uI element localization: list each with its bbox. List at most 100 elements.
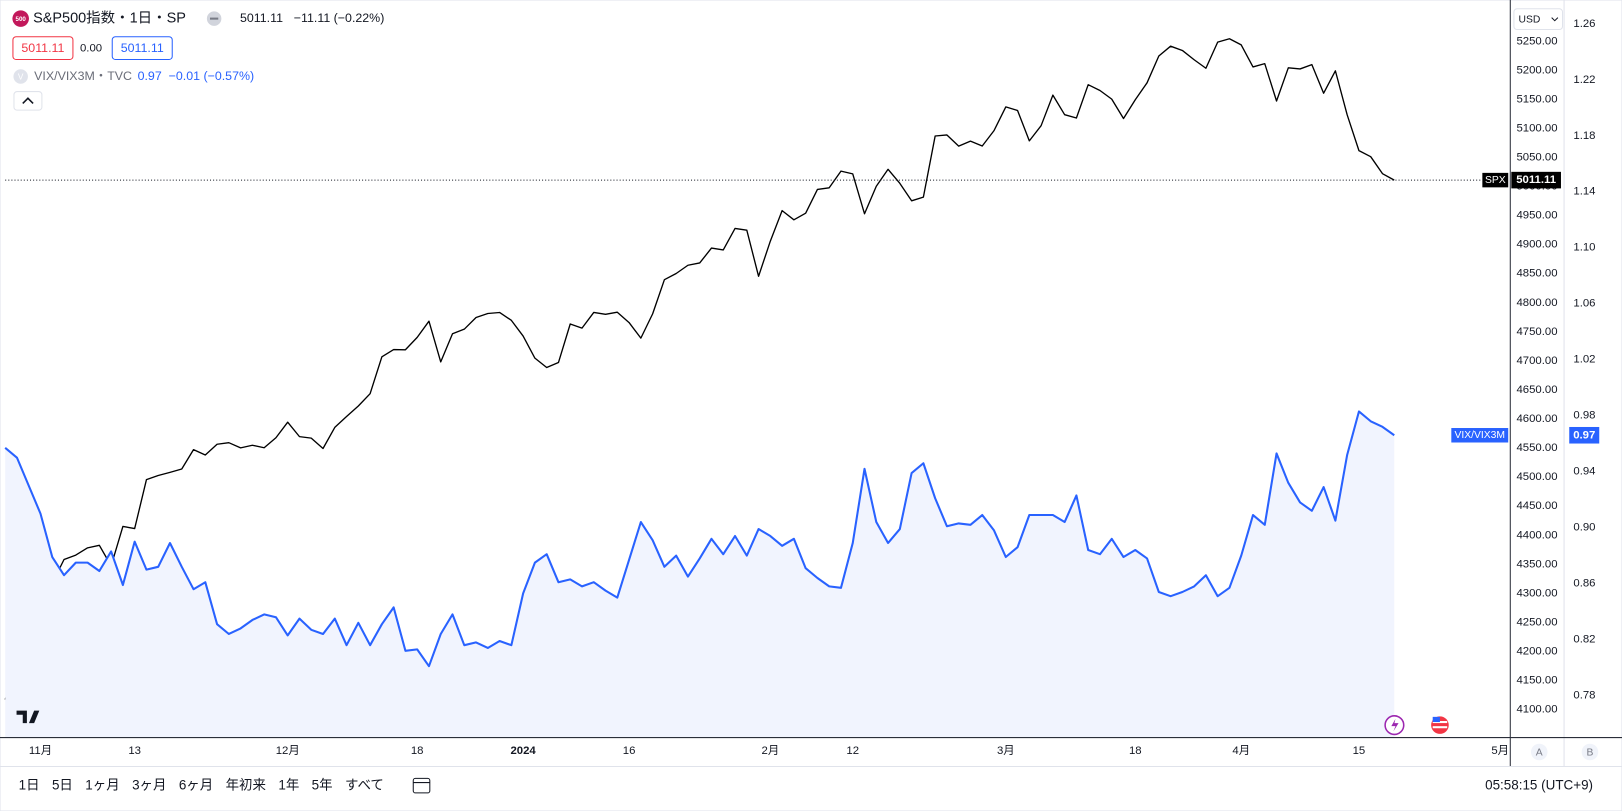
y-tick-label: 5250.00	[1516, 35, 1557, 47]
x-tick-label: 18	[411, 745, 424, 757]
y-tick-label: 4500.00	[1516, 471, 1557, 483]
y-tick-label: 4450.00	[1516, 500, 1557, 512]
buy-price: 5011.11	[121, 41, 164, 55]
y-tick-label: 4600.00	[1516, 413, 1557, 425]
y-tick-label: 4950.00	[1516, 210, 1557, 222]
y-tick-label: 4400.00	[1516, 529, 1557, 541]
x-tick-label: 11月	[29, 745, 52, 757]
range-bar: 1日 5日 1ヶ月 3ヶ月 6ヶ月 年初来 1年 5年 すべて	[19, 778, 384, 793]
y2-tick-label: 1.10	[1573, 242, 1595, 254]
compare-change: −0.01 (−0.57%)	[169, 69, 255, 83]
y-tick-label: 5100.00	[1516, 122, 1557, 134]
y-tick-label: 5200.00	[1516, 64, 1557, 76]
logo	[16, 710, 40, 724]
scale-button[interactable]	[1530, 743, 1548, 761]
y2-tick-label: 1.02	[1573, 354, 1595, 366]
y2-tick-label: 1.18	[1573, 130, 1595, 142]
y-tick-label: 4700.00	[1516, 355, 1557, 367]
last-price-tag-label: 5011.11	[1516, 174, 1556, 186]
collapse-icon	[22, 97, 34, 104]
scale-button-label: B	[1586, 747, 1593, 758]
y2-tick-label: 1.14	[1573, 186, 1595, 198]
y-tick-label: 4650.00	[1516, 384, 1557, 396]
y2-tick-label: 1.22	[1573, 74, 1595, 86]
currency-button[interactable]	[1513, 8, 1564, 30]
x-tick-label: 18	[1129, 745, 1142, 757]
x-tick-label: 13	[128, 745, 141, 757]
series-tag-label: VIX/VIX3M	[1455, 430, 1506, 441]
x-tick-label: 2月	[762, 745, 780, 757]
range-button[interactable]: 年初来	[226, 778, 266, 793]
range-button[interactable]: すべて	[345, 778, 384, 793]
y-tick-label: 4900.00	[1516, 239, 1557, 251]
y2-tick-label: 0.82	[1573, 634, 1595, 646]
x-tick-label: 16	[623, 745, 636, 757]
y-tick-label: 4800.00	[1516, 297, 1557, 309]
date-range-icon[interactable]	[412, 777, 431, 794]
buy-button[interactable]	[111, 36, 173, 60]
compare-title[interactable]: VIX/VIX3M・TVC	[34, 69, 132, 83]
badge-text: 500	[16, 16, 27, 23]
last-value-tag-label: 0.97	[1573, 429, 1595, 441]
flag-stripe	[1432, 726, 1448, 729]
x-tick-label: 4月	[1232, 745, 1250, 757]
y-tick-label: 4250.00	[1516, 616, 1557, 628]
sell-button[interactable]	[12, 36, 74, 60]
x-tick-label: 12月	[276, 745, 300, 757]
y2-tick-label: 0.78	[1573, 690, 1595, 702]
y-tick-label: 4550.00	[1516, 442, 1557, 454]
x-tick-label: 2024	[510, 745, 536, 757]
range-button[interactable]: 3ヶ月	[132, 778, 166, 793]
market-status-icon	[209, 17, 219, 20]
clock: 05:58:15 (UTC+9)	[1485, 778, 1593, 793]
scale-button[interactable]	[1581, 743, 1599, 761]
symbol-title[interactable]: S&P500指数・1日・SP	[33, 9, 186, 26]
y-tick-label: 4150.00	[1516, 675, 1557, 687]
symbol-badge	[12, 10, 29, 27]
y-tick-label: 5050.00	[1516, 152, 1557, 164]
series-tag-label: SPX	[1485, 175, 1506, 186]
last-value-tag	[1569, 426, 1600, 444]
x-tick-label: 12	[846, 745, 859, 757]
series-tag	[1451, 428, 1509, 443]
events-icon-bolt	[1391, 718, 1399, 732]
flag-canton	[1432, 716, 1440, 723]
y-tick-label: 4300.00	[1516, 587, 1557, 599]
scale-button-label: A	[1536, 747, 1543, 758]
y2-tick-label: 0.94	[1573, 466, 1595, 478]
y2-tick-label: 0.90	[1573, 522, 1595, 534]
y2-tick-label: 1.06	[1573, 298, 1595, 310]
series-area	[5, 411, 1395, 738]
collapse-button[interactable]	[13, 91, 43, 111]
x-tick-label: 15	[1353, 745, 1366, 757]
range-button[interactable]: 1日	[19, 778, 40, 793]
price-change: −11.11 (−0.22%)	[294, 11, 385, 25]
currency-caret	[1551, 17, 1559, 22]
range-button[interactable]: 1ヶ月	[85, 778, 119, 793]
x-tick-label: 5月	[1491, 745, 1509, 757]
range-button[interactable]: 6ヶ月	[179, 778, 213, 793]
vix-icon	[13, 69, 28, 84]
y2-tick-label: 0.98	[1573, 410, 1595, 422]
range-button[interactable]: 5日	[52, 778, 73, 793]
range-button[interactable]: 1年	[278, 778, 299, 793]
currency: USD	[1519, 14, 1541, 25]
last-price: 5011.11	[240, 11, 283, 25]
y-tick-label: 4200.00	[1516, 646, 1557, 658]
y-tick-label: 4850.00	[1516, 268, 1557, 280]
y2-tick-label: 0.86	[1573, 578, 1595, 590]
y2-tick-label: 1.26	[1573, 18, 1595, 30]
sell-price: 5011.11	[21, 41, 64, 55]
y-tick-label: 5150.00	[1516, 93, 1557, 105]
y-tick-label: 4750.00	[1516, 326, 1557, 338]
vix-icon-text: V	[18, 72, 24, 81]
x-tick-label: 3月	[997, 745, 1015, 757]
series-tag	[1482, 172, 1509, 188]
series-line	[4, 410, 1395, 668]
last-price-tag	[1511, 171, 1561, 189]
range-button[interactable]: 5年	[312, 778, 333, 793]
y-tick-label: 4100.00	[1516, 704, 1557, 716]
plot-area	[4, 38, 1395, 738]
